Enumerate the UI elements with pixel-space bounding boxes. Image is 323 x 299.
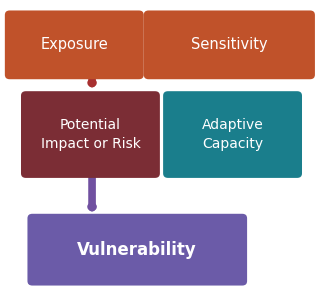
FancyBboxPatch shape bbox=[21, 91, 160, 178]
Text: Adaptive
Capacity: Adaptive Capacity bbox=[202, 118, 264, 151]
FancyBboxPatch shape bbox=[5, 10, 144, 79]
FancyBboxPatch shape bbox=[144, 10, 315, 79]
Text: Exposure: Exposure bbox=[40, 37, 108, 52]
FancyBboxPatch shape bbox=[27, 214, 247, 286]
Text: Potential
Impact or Risk: Potential Impact or Risk bbox=[40, 118, 141, 151]
Text: Vulnerability: Vulnerability bbox=[78, 241, 197, 259]
FancyBboxPatch shape bbox=[163, 91, 302, 178]
Text: Sensitivity: Sensitivity bbox=[191, 37, 268, 52]
